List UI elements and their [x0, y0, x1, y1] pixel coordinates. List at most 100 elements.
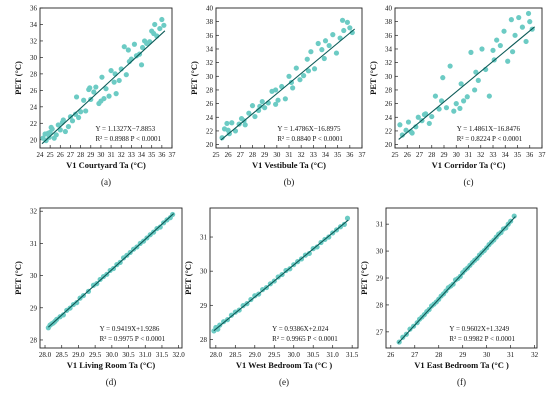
- data-point: [443, 105, 450, 111]
- data-point: [490, 47, 496, 53]
- data-point: [93, 84, 99, 90]
- y-axis-label: PET (°C): [13, 261, 23, 295]
- data-point: [123, 72, 129, 78]
- x-tick-label: 28.0: [210, 351, 223, 359]
- y-tick-label: 28: [30, 336, 38, 344]
- y-tick-label: 30: [30, 272, 38, 280]
- x-tick-label: 31.0: [139, 351, 152, 359]
- y-axis-label: PET (°C): [183, 261, 193, 295]
- y-tick-label: 26: [206, 100, 214, 108]
- data-point: [262, 105, 268, 111]
- x-tick-label: 33: [128, 151, 136, 159]
- regression-equation: Y = 0.9602X+1.3249: [449, 325, 509, 333]
- panel-f: 26 27 28 29 30 31 32 27 28 29 30 31 Y = 0.9602X+1.32…: [359, 207, 539, 387]
- data-point: [139, 44, 146, 51]
- data-point: [344, 19, 350, 25]
- x-tick-label: 27: [67, 151, 75, 159]
- x-tick-label: 32.0: [173, 351, 186, 359]
- data-point: [322, 38, 329, 44]
- x-tick-label: 29.0: [249, 351, 262, 359]
- x-tick-label: 27: [237, 151, 245, 159]
- y-tick-label: 28: [376, 301, 384, 309]
- x-tick-label: 29.5: [89, 351, 102, 359]
- data-point: [451, 108, 457, 114]
- x-tick-label: 29: [261, 151, 269, 159]
- data-point: [314, 244, 320, 250]
- data-point: [246, 110, 252, 116]
- y-tick-label: 31: [200, 234, 208, 242]
- x-tick-label: 30: [97, 151, 105, 159]
- x-tick-label: 28.5: [56, 351, 69, 359]
- data-point: [479, 46, 485, 52]
- y-tick-label: 30: [30, 54, 38, 62]
- data-point: [403, 127, 409, 133]
- data-point: [523, 38, 529, 45]
- regression-stats: R² = 0.9965 P < 0.0001: [272, 335, 338, 343]
- data-point: [116, 77, 122, 84]
- x-tick-label: 36: [526, 151, 534, 159]
- regression-equation: Y = 1.4786X−16.8975: [277, 125, 341, 133]
- x-tick-label: 28: [77, 151, 85, 159]
- regression-stats: R² = 0.8224 P < 0.0001: [457, 135, 523, 143]
- regression-equation: Y = 0.9386X+2.024: [272, 325, 329, 333]
- data-point: [72, 111, 79, 117]
- x-tick-label: 28: [435, 351, 443, 359]
- x-axis-label: V1 West Bedroom Ta (°C ): [236, 360, 333, 370]
- data-point: [426, 120, 432, 127]
- x-tick-label: 28.5: [229, 351, 242, 359]
- y-tick-label: 38: [385, 18, 393, 26]
- data-point: [286, 73, 292, 79]
- x-axis-label: V1 Living Room Ta (°C): [67, 360, 156, 370]
- data-point: [224, 120, 230, 127]
- panel-c: 25 26 27 28 29 30 31 32 33 34 35 36 37 20 22 24 26 28 30 32…: [368, 5, 546, 188]
- data-point: [257, 103, 263, 109]
- data-point: [65, 123, 72, 130]
- data-point: [62, 128, 68, 135]
- x-tick-label: 33: [490, 151, 498, 159]
- data-point: [242, 122, 248, 128]
- y-tick-label: 30: [206, 73, 214, 81]
- x-tick-label: 27: [416, 151, 424, 159]
- data-point: [219, 135, 225, 141]
- y-tick-label: 30: [200, 268, 208, 276]
- y-tick-label: 30: [385, 73, 393, 81]
- x-tick-label: 30: [273, 151, 281, 159]
- data-point: [259, 287, 266, 293]
- data-point: [440, 75, 446, 81]
- panel-b: 25 26 27 28 29 30 31 32 33 34 35 36 37 20 22 24 26 28 30 32…: [189, 5, 366, 188]
- y-tick-label: 31: [376, 221, 384, 229]
- y-tick-label: 24: [30, 103, 38, 111]
- data-point: [505, 58, 511, 64]
- x-tick-label: 32: [477, 151, 485, 159]
- data-point: [486, 93, 492, 99]
- y-tick-label: 32: [385, 59, 393, 67]
- y-tick-label: 29: [30, 304, 38, 312]
- x-tick-label: 26: [225, 151, 233, 159]
- regression-line: [398, 26, 536, 140]
- x-tick-label: 29: [441, 151, 449, 159]
- data-point: [305, 68, 312, 74]
- data-point: [473, 69, 479, 75]
- x-tick-label: 30: [453, 151, 461, 159]
- data-point: [228, 312, 235, 318]
- x-tick-label: 30.0: [288, 351, 301, 359]
- panel-caption: (a): [101, 177, 111, 187]
- data-point: [131, 41, 138, 47]
- data-point: [125, 47, 131, 53]
- panel-e: 28.0 28.5 29.0 29.5 30.0 30.5 31.0 31.5 28 29 30 31…: [183, 207, 359, 387]
- regression-stats: R² = 0.8988 P < 0.0001: [95, 135, 161, 143]
- data-point: [527, 19, 533, 25]
- x-tick-label: 34: [322, 151, 330, 159]
- x-tick-label: 31: [507, 351, 515, 359]
- y-tick-label: 34: [385, 45, 393, 53]
- data-point: [74, 300, 80, 306]
- data-point: [399, 132, 405, 138]
- data-point: [464, 94, 470, 100]
- data-point: [138, 62, 145, 68]
- x-tick-label: 30.5: [122, 351, 135, 359]
- data-point: [304, 56, 310, 62]
- data-point: [103, 86, 109, 92]
- data-point: [157, 224, 163, 230]
- data-point: [315, 40, 321, 47]
